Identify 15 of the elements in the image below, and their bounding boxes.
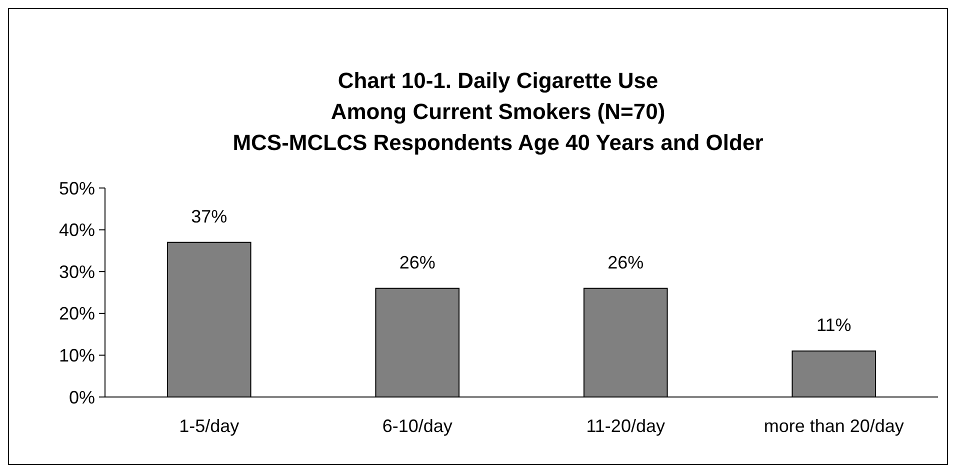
data-label: 26% — [608, 252, 644, 272]
x-tick-label: more than 20/day — [764, 416, 904, 436]
x-tick-label: 1-5/day — [179, 416, 240, 436]
chart-title: Chart 10-1. Daily Cigarette Use Among Current Smokers (N=70) MCS-MCLCS Respondents Age 40 Years and Older — [232, 68, 764, 155]
y-tick-label: 50% — [58, 178, 95, 198]
y-tick-label: 0% — [68, 387, 95, 408]
data-label: 11% — [816, 315, 852, 336]
data-label: 37% — [191, 206, 228, 226]
x-tick-label: 6-10/day — [382, 416, 452, 436]
x-tick-label: 11-20/day — [586, 416, 665, 436]
y-tick-label: 10% — [58, 346, 95, 366]
y-tick-label: 30% — [58, 262, 95, 282]
data-label: 26% — [399, 252, 436, 272]
y-tick-label: 40% — [58, 220, 95, 240]
y-tick-label: 20% — [58, 304, 95, 324]
